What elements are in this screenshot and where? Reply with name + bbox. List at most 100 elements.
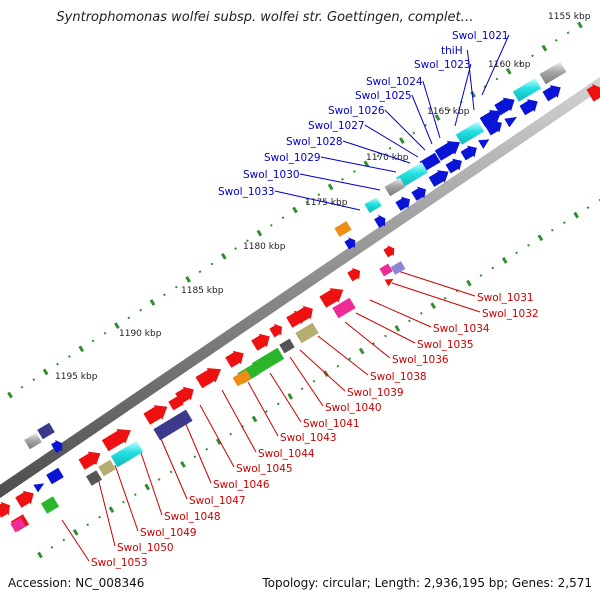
gene-arrow — [428, 170, 449, 187]
gene-arrow — [396, 162, 428, 188]
gene-label: Swol_1030 — [243, 169, 300, 181]
gene-label: Swol_1047 — [189, 495, 246, 507]
tick-mark-outer — [246, 239, 249, 243]
leader-line — [317, 335, 369, 376]
gene-arrow — [374, 214, 386, 228]
tick-mark-outer — [32, 378, 36, 381]
leader-line — [274, 190, 361, 211]
gene-arrow — [0, 501, 10, 518]
tick-mark-outer — [103, 331, 107, 335]
leader-line — [397, 270, 476, 297]
tick-mark-inner — [265, 410, 268, 413]
gene-arrow — [195, 368, 222, 389]
leader-line — [364, 124, 419, 158]
tick-mark-outer — [388, 146, 392, 150]
tick-mark-outer — [210, 262, 214, 266]
tick-mark-inner — [312, 379, 316, 383]
gene-label: Swol_1039 — [347, 387, 404, 399]
gene-label: Swol_1053 — [91, 557, 148, 569]
gene-label: Swol_1023 — [414, 59, 471, 71]
gene-arrow — [390, 261, 406, 275]
gene-arrow — [586, 83, 600, 102]
tick-mark-inner — [479, 274, 483, 277]
label-leader-lines — [61, 34, 510, 562]
gene-arrow — [232, 369, 252, 387]
gene-arrow — [286, 310, 305, 328]
gene-arrow — [332, 297, 356, 319]
chromosome-axis — [0, 76, 600, 499]
tick-mark-outer — [341, 177, 344, 181]
gene-arrow — [494, 97, 515, 116]
tick-mark-inner — [144, 483, 151, 491]
tick-mark-outer — [412, 131, 416, 135]
tick-mark-outer — [198, 270, 202, 274]
gene-arrow — [379, 263, 393, 277]
gene-label: Swol_1033 — [218, 186, 275, 198]
gene-arrow — [334, 221, 352, 237]
tick-mark-inner — [562, 221, 566, 225]
gene-label: Swol_1036 — [392, 354, 449, 366]
leader-line — [355, 312, 416, 344]
gene-arrow — [384, 278, 394, 287]
leader-line — [181, 414, 212, 484]
kbp-label: 1165 kbp — [427, 107, 470, 117]
gene-label: Swol_1029 — [264, 152, 321, 164]
tick-mark-inner — [430, 302, 437, 310]
tick-mark-inner — [408, 319, 411, 323]
tick-mark-outer — [42, 368, 49, 376]
gene-label: Swol_1034 — [433, 323, 490, 335]
gene-arrow — [460, 145, 477, 161]
gene-label: Swol_1031 — [477, 292, 534, 304]
tick-mark-outer — [317, 193, 321, 196]
leader-line — [422, 80, 441, 139]
tick-mark-inner — [157, 478, 161, 481]
tick-mark-inner — [300, 387, 304, 391]
tick-mark-inner — [86, 523, 90, 527]
tick-mark-inner — [348, 357, 352, 360]
leader-line — [344, 321, 391, 359]
gene-arrow — [153, 409, 193, 441]
kbp-label: 1190 kbp — [119, 329, 162, 339]
kbp-label: 1195 kbp — [55, 372, 98, 382]
gene-label: Swol_1041 — [303, 418, 360, 430]
gene-arrow — [168, 395, 184, 411]
leader-line — [139, 449, 163, 516]
tick-mark-inner — [229, 432, 232, 436]
tick-mark-inner — [72, 528, 79, 536]
gene-label: Swol_1026 — [328, 105, 385, 117]
tick-mark-inner — [501, 257, 508, 264]
tick-mark-inner — [358, 347, 365, 355]
gene-arrow — [344, 237, 356, 250]
tick-mark-outer — [566, 31, 570, 35]
tick-mark-outer — [269, 224, 273, 227]
gene-arrow — [101, 429, 131, 452]
gene-arrow — [110, 440, 144, 468]
tick-mark-inner — [287, 393, 294, 400]
leader-line — [157, 431, 188, 500]
gene-labels: Swol_1021 thiH Swol_1023 Swol_1024 Swol_1025… — [91, 30, 539, 569]
leader-line — [61, 519, 90, 562]
tick-mark-inner — [193, 455, 197, 459]
tick-mark-outer — [7, 391, 13, 399]
tick-mark-outer — [163, 293, 166, 297]
gene-arrow — [46, 467, 64, 485]
leader-line — [342, 140, 411, 164]
kbp-label: 1160 kbp — [488, 60, 531, 70]
gene-arrow — [383, 245, 395, 258]
gene-label: Swol_1048 — [164, 511, 221, 523]
gene-arrow — [225, 350, 244, 368]
tick-mark-outer — [363, 160, 370, 168]
tick-mark-outer — [68, 355, 71, 358]
tick-mark-inner — [550, 228, 554, 232]
tick-mark-outer — [139, 308, 142, 312]
gene-arrow — [504, 116, 518, 128]
tick-mark-inner — [169, 470, 173, 474]
tick-mark-outer — [353, 170, 356, 173]
tick-mark-outer — [91, 339, 95, 343]
tick-mark-outer — [78, 345, 85, 353]
leader-line — [384, 109, 426, 151]
tick-mark-inner — [50, 546, 54, 549]
kbp-tick-track: 1155 kbp 1160 kbp 1165 kbp 1170 kbp 1175 kbp… — [7, 12, 600, 559]
tick-mark-outer — [541, 44, 548, 52]
